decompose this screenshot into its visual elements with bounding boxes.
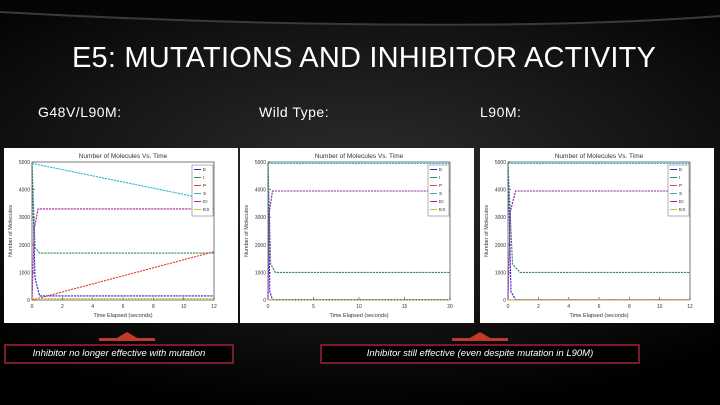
series-line-p (31, 251, 215, 301)
x-tick-label: 4 (567, 304, 570, 310)
x-tick-label: 20 (447, 304, 453, 310)
x-tick-label: 10 (657, 304, 663, 310)
label-g48v-l90m: G48V/L90M: (38, 104, 122, 120)
y-tick-label: 5000 (495, 160, 506, 166)
x-tick-label: 15 (402, 304, 408, 310)
label-wild-type: Wild Type: (259, 104, 330, 120)
y-tick-label: 4000 (19, 188, 30, 194)
legend-label-e: E (679, 167, 682, 173)
y-tick-label: 2000 (255, 243, 266, 249)
callout-arrow-left (115, 332, 139, 339)
legend-label-s: S (679, 191, 682, 197)
legend-label-p: P (439, 183, 442, 189)
y-tick-label: 4000 (255, 188, 266, 194)
x-tick-label: 6 (598, 304, 601, 310)
chart-title: Number of Molecules Vs. Time (79, 153, 168, 160)
legend-label-i: I (679, 175, 680, 181)
y-axis-label: Number of Molecules (244, 205, 250, 257)
y-tick-label: 3000 (255, 215, 266, 221)
x-axis-label: Time Elapsed (seconds) (329, 313, 388, 319)
y-tick-label: 5000 (19, 160, 30, 166)
series-line-ei (31, 208, 214, 301)
legend-label-ei: EI (679, 199, 684, 205)
legend-label-i: I (439, 175, 440, 181)
callout-left: Inhibitor no longer effective with mutat… (4, 344, 234, 364)
x-tick-label: 2 (537, 304, 540, 310)
y-tick-label: 5000 (255, 160, 266, 166)
x-tick-label: 12 (211, 304, 217, 310)
y-tick-label: 1000 (255, 270, 266, 276)
x-tick-label: 5 (312, 304, 315, 310)
y-tick-label: 0 (263, 298, 266, 304)
legend-label-s: S (439, 191, 442, 197)
legend-label-ei: EI (203, 199, 208, 205)
chart-title: Number of Molecules Vs. Time (315, 153, 404, 160)
series-line-i (31, 163, 214, 254)
legend-label-s: S (203, 191, 206, 197)
chart-panel-g48v-l90m: Number of Molecules Vs. Time 0 2 4 6 8 10 12 0 10… (4, 148, 238, 323)
series-line-ei (267, 190, 450, 301)
x-axis-label: Time Elapsed (seconds) (93, 313, 152, 319)
x-tick-label: 0 (31, 304, 34, 310)
x-tick-label: 0 (267, 304, 270, 310)
plot-area (507, 161, 691, 301)
y-tick-label: 0 (27, 298, 30, 304)
x-axis-label: Time Elapsed (seconds) (569, 313, 628, 319)
decorative-swoosh (0, 0, 720, 26)
legend-label-es: ES (679, 207, 685, 213)
plot-area (31, 161, 215, 301)
chart-panel-wild-type: Number of Molecules Vs. Time 0 5 10 15 20 0 100… (240, 148, 474, 323)
series-line-ei (507, 190, 690, 301)
x-tick-label: 8 (152, 304, 155, 310)
x-tick-label: 8 (628, 304, 631, 310)
chart-panel-l90m: Number of Molecules Vs. Time 0 2 4 6 8 10 12 0 10… (480, 148, 714, 323)
callout-arrow-bar-left (99, 338, 155, 341)
legend-label-p: P (679, 183, 682, 189)
legend-label-e: E (203, 167, 206, 173)
slide-title: E5: MUTATIONS AND INHIBITOR ACTIVITY (72, 42, 657, 74)
y-tick-label: 4000 (495, 188, 506, 194)
legend-label-p: P (203, 183, 206, 189)
legend-label-ei: EI (439, 199, 444, 205)
y-axis-label: Number of Molecules (8, 205, 14, 257)
x-tick-label: 10 (181, 304, 187, 310)
chart-wild-type: Number of Molecules Vs. Time 0 5 10 15 20 0 100… (244, 153, 453, 319)
y-tick-label: 3000 (495, 215, 506, 221)
legend-label-es: ES (203, 207, 209, 213)
legend-label-i: I (203, 175, 204, 181)
callout-arrow-right (468, 332, 492, 339)
chart-title: Number of Molecules Vs. Time (555, 153, 644, 160)
chart-l90m: Number of Molecules Vs. Time 0 2 4 6 8 10 12 0 10… (484, 153, 693, 319)
x-tick-label: 4 (91, 304, 94, 310)
x-tick-label: 0 (507, 304, 510, 310)
x-tick-label: 10 (356, 304, 362, 310)
y-axis-label: Number of Molecules (484, 205, 490, 257)
y-tick-label: 0 (503, 298, 506, 304)
plot-area (267, 161, 451, 301)
y-tick-label: 2000 (495, 243, 506, 249)
callout-right: Inhibitor still effective (even despite … (320, 344, 640, 364)
label-l90m: L90M: (480, 104, 522, 120)
y-tick-label: 1000 (495, 270, 506, 276)
y-tick-label: 1000 (19, 270, 30, 276)
x-tick-label: 12 (687, 304, 693, 310)
legend-label-es: ES (439, 207, 445, 213)
chart-g48v-l90m: Number of Molecules Vs. Time 0 2 4 6 8 10 12 0 10… (8, 153, 217, 319)
series-line-i (507, 163, 690, 273)
legend-label-e: E (439, 167, 442, 173)
y-tick-label: 3000 (19, 215, 30, 221)
callout-arrow-bar-right (452, 338, 508, 341)
series-line-i (267, 163, 450, 273)
x-tick-label: 2 (61, 304, 64, 310)
x-tick-label: 6 (122, 304, 125, 310)
y-tick-label: 2000 (19, 243, 30, 249)
